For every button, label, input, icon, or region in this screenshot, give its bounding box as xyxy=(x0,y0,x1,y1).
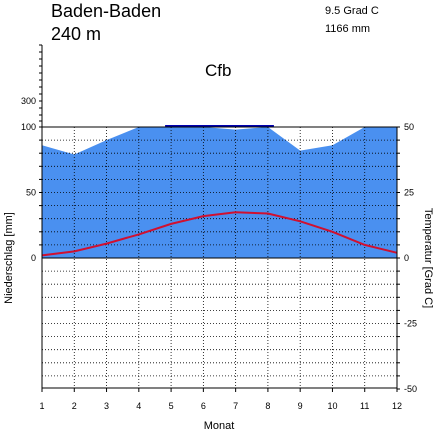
right-tick-label: -50 xyxy=(404,384,417,394)
right-axis-title: Temperatur [Grad C] xyxy=(422,208,434,308)
x-tick-label: 4 xyxy=(136,401,141,411)
left-tick-label: 50 xyxy=(26,188,36,198)
x-tick-label: 3 xyxy=(104,401,109,411)
x-tick-label: 2 xyxy=(72,401,77,411)
climate-class: Cfb xyxy=(205,61,231,80)
x-tick-label: 6 xyxy=(201,401,206,411)
right-tick-label: 0 xyxy=(404,253,409,263)
axis-layer xyxy=(39,44,400,392)
x-tick-label: 12 xyxy=(392,401,402,411)
left-tick-label: 300 xyxy=(21,96,36,106)
x-tick-label: 5 xyxy=(169,401,174,411)
annual-precipitation: 1166 mm xyxy=(325,23,370,35)
left-tick-label: 100 xyxy=(21,122,36,132)
grid-layer xyxy=(41,127,398,388)
right-tick-label: -25 xyxy=(404,319,417,329)
temperature-line-layer xyxy=(41,211,398,257)
annual-temperature: 9.5 Grad C xyxy=(325,5,379,17)
temperature-line xyxy=(41,211,398,257)
precipitation-area-layer xyxy=(42,125,397,258)
right-tick-label: 50 xyxy=(404,122,414,132)
chart-title: Baden-Baden xyxy=(51,1,161,21)
left-axis-title: Niederschlag [mm] xyxy=(3,212,15,304)
x-tick-label: 9 xyxy=(298,401,303,411)
x-tick-label: 11 xyxy=(360,401,369,411)
x-tick-label: 10 xyxy=(327,401,337,411)
x-axis-title: Monat xyxy=(204,420,235,430)
chart-subtitle: 240 m xyxy=(51,24,101,44)
x-tick-label: 8 xyxy=(265,401,270,411)
left-tick-label: 0 xyxy=(31,253,36,263)
x-tick-label: 1 xyxy=(39,401,44,411)
x-tick-label: 7 xyxy=(233,401,238,411)
right-tick-label: 25 xyxy=(404,188,414,198)
